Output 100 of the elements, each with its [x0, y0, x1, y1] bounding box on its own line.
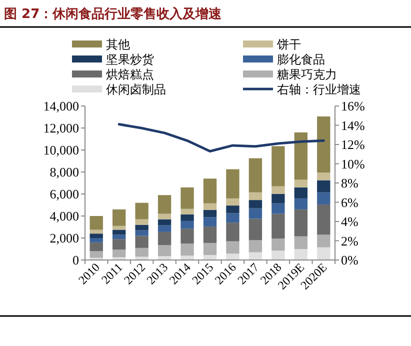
bar	[112, 209, 126, 226]
y2-tick-label: 14%	[341, 118, 365, 133]
bar	[203, 242, 217, 256]
y2-tick-label: 8%	[341, 176, 358, 190]
bar	[135, 256, 148, 260]
bar	[135, 219, 148, 225]
bar	[112, 226, 126, 230]
bar	[294, 236, 308, 249]
legend-item: 休闲卤制品	[72, 82, 166, 96]
bar	[180, 220, 194, 229]
bar	[272, 203, 285, 214]
bar	[158, 214, 172, 220]
bar	[294, 132, 308, 180]
bar	[135, 230, 148, 236]
bar	[272, 186, 285, 194]
y-tick-label: 0	[72, 252, 79, 268]
y2-tick-label: 0%	[341, 252, 358, 268]
bar	[90, 216, 103, 230]
bar	[248, 192, 262, 200]
bar	[272, 214, 285, 239]
legend-item: 饼干	[243, 38, 301, 52]
bar	[158, 219, 172, 226]
y-tick-label: 2,000	[50, 230, 79, 246]
bar	[272, 250, 285, 260]
bar	[203, 210, 217, 218]
y-tick-label: 14,000	[43, 98, 79, 114]
bar	[317, 247, 330, 260]
bar	[112, 230, 126, 235]
legend-item: 右轴：行业增速	[243, 82, 361, 96]
bar	[112, 250, 126, 258]
y2-tick-label: 16%	[341, 98, 365, 114]
bar	[90, 238, 103, 242]
legend-label: 其他	[106, 38, 130, 52]
bar	[180, 228, 194, 244]
bar	[90, 251, 103, 258]
bar	[203, 203, 217, 210]
bar	[226, 213, 240, 223]
bar	[135, 236, 148, 248]
bar	[317, 172, 330, 180]
legend-label: 右轴：行业增速	[277, 82, 361, 96]
chart-title: 图 27：休闲食品行业零售收入及增速	[4, 6, 223, 22]
line-series	[118, 123, 325, 152]
bar	[158, 256, 172, 260]
legend-label: 饼干	[276, 38, 301, 52]
bar	[180, 256, 194, 260]
y-tick-label: 6,000	[50, 186, 79, 202]
bar	[294, 209, 308, 236]
y2-tick-label: 4%	[341, 214, 358, 229]
bar	[112, 234, 126, 240]
bar	[203, 226, 217, 243]
y2-tick-label: 10%	[341, 156, 365, 172]
legend-item: 烘焙糕点	[72, 68, 154, 82]
legend-label: 糖果巧克力	[277, 68, 337, 82]
bar	[294, 187, 308, 198]
bar	[135, 202, 148, 220]
bar	[180, 214, 194, 221]
bar	[248, 200, 262, 208]
bar	[180, 187, 194, 209]
y-tick-label: 4,000	[50, 208, 79, 224]
bar	[248, 218, 262, 240]
y-tick-label: 12,000	[43, 120, 79, 136]
bar	[272, 194, 285, 204]
bar	[248, 252, 262, 260]
bar	[180, 244, 194, 256]
legend-label: 坚果炒货	[106, 52, 154, 66]
bar	[248, 158, 262, 192]
bar	[248, 240, 262, 252]
legend-item: 其他	[72, 38, 130, 52]
y-tick-label: 8,000	[50, 164, 79, 180]
bar	[294, 249, 308, 260]
bar	[158, 245, 172, 256]
bar	[112, 239, 126, 250]
bar	[272, 146, 285, 186]
bar	[203, 178, 217, 204]
bar	[317, 204, 330, 235]
bar	[180, 208, 194, 214]
bar	[317, 234, 330, 248]
bar	[226, 254, 240, 260]
bar	[203, 255, 217, 260]
bar	[272, 238, 285, 251]
legend-item: 坚果炒货	[72, 52, 154, 66]
bar	[226, 222, 240, 242]
bar	[203, 217, 217, 226]
legend-item: 糖果巧克力	[243, 68, 337, 82]
y2-tick-label: 12%	[341, 137, 365, 152]
bar	[317, 116, 330, 173]
bar	[135, 224, 148, 230]
bar	[226, 198, 240, 206]
bar	[226, 206, 240, 214]
bar	[158, 195, 172, 214]
bar	[317, 180, 330, 192]
bar	[294, 180, 308, 188]
legend-label: 休闲卤制品	[106, 82, 166, 96]
legend-label: 膨化食品	[277, 52, 325, 66]
bar	[90, 230, 103, 234]
bar	[158, 232, 172, 246]
bar	[226, 241, 240, 254]
bar	[226, 169, 240, 198]
y2-tick-label: 2%	[341, 233, 358, 248]
bar	[158, 225, 172, 232]
